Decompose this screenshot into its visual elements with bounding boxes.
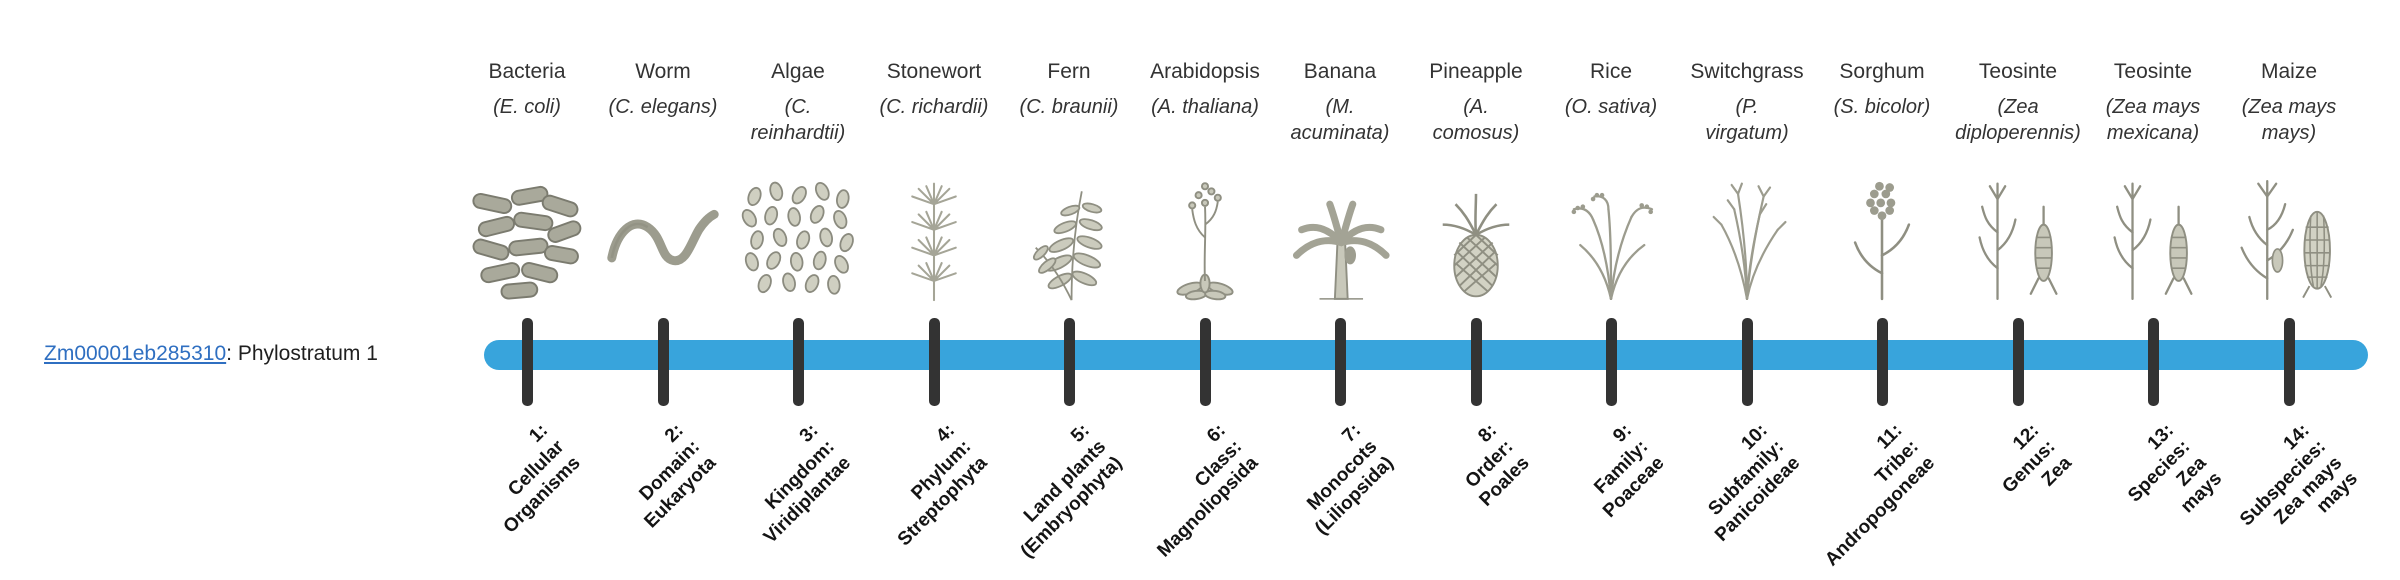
tick-mark (1605, 318, 1617, 406)
organism-column: Sorghum (S. bicolor) 11: Tribe: Andropog… (1772, 0, 1992, 580)
organism-column: Stonewort (C. richardii) 4: Phylum: Stre… (824, 0, 1044, 580)
organism-column: Banana (M. acuminata) 7: Monocots (Lilio… (1230, 0, 1450, 580)
organism-name: Switchgrass (1690, 60, 1804, 83)
tick-mark (1199, 318, 1211, 406)
tick-mark (2012, 318, 2024, 406)
organism-name: Sorghum (1839, 60, 1925, 83)
organism-name: Teosinte (2113, 60, 2193, 83)
organism-icon-wrap (2179, 166, 2399, 308)
organism-column: Maize (Zea mays mays) 14: Subspecies: Ze… (2179, 0, 2399, 580)
tick-mark (1063, 318, 1075, 406)
organism-column: Arabidopsis (A. thaliana) 6: Class: Magn… (1095, 0, 1315, 580)
organism-scientific-name: (Zea mays mays) (2241, 96, 2337, 144)
organism-name: Teosinte (1978, 60, 2058, 83)
organism-column: Rice (O. sativa) 9: Family: Poaceae (1501, 0, 1721, 580)
tick-mark (1470, 318, 1482, 406)
organism-scientific-name: (S. bicolor) (1833, 96, 1931, 118)
gene-label: Zm00001eb285310: Phylostratum 1 (44, 342, 378, 366)
gene-id-link[interactable]: Zm00001eb285310 (44, 342, 227, 365)
organism-name: Fern (1047, 60, 1091, 83)
tick-mark (521, 318, 533, 406)
organism-name: Rice (1589, 60, 1632, 83)
organism-column: Switchgrass (P. virgatum) 10: Subfamily:… (1637, 0, 1857, 580)
organism-scientific-name: (P. virgatum) (1705, 96, 1789, 144)
organism-column: Bacteria (E. coli) 1: Cellular Organisms (417, 0, 637, 580)
organism-name: Stonewort (886, 60, 982, 83)
tick-mark (2283, 318, 2295, 406)
organism-scientific-name: (A. comosus) (1432, 96, 1520, 144)
gene-label-suffix: : Phylostratum 1 (226, 342, 378, 365)
organism-name: Arabidopsis (1150, 60, 1260, 83)
tick-mark (1334, 318, 1346, 406)
organism-scientific-name: (O. sativa) (1564, 96, 1658, 118)
organism-column: Teosinte (Zea diploperennis) 12: Genus: … (1908, 0, 2128, 580)
organism-name: Banana (1303, 60, 1377, 83)
organism-scientific-name: (C. elegans) (608, 96, 718, 118)
maize-icon (2225, 172, 2353, 308)
organism-scientific-name: (Zea diploperennis) (1955, 96, 2081, 144)
organism-name: Algae (771, 60, 825, 83)
tick-mark (928, 318, 940, 406)
organism-column: Teosinte (Zea mays mexicana) 13: Species… (2043, 0, 2263, 580)
organism-column: Algae (C. reinhardtii) 3: Kingdom: Virid… (688, 0, 908, 580)
organism-scientific-name: (M. acuminata) (1290, 96, 1390, 144)
organism-scientific-name: (C. reinhardtii) (750, 96, 846, 144)
organism-name: Maize (2260, 60, 2318, 83)
organism-name: Bacteria (488, 60, 566, 83)
tick-mark (792, 318, 804, 406)
organism-column: Worm (C. elegans) 2: Domain: Eukaryota (553, 0, 773, 580)
organism-scientific-name: (Zea mays mexicana) (2105, 96, 2201, 144)
organism-name: Pineapple (1429, 60, 1523, 83)
tick-mark (2147, 318, 2159, 406)
tick-mark (1876, 318, 1888, 406)
organism-scientific-name: (A. thaliana) (1151, 96, 1259, 118)
organism-name: Worm (635, 60, 691, 83)
organism-scientific-name: (E. coli) (493, 96, 561, 118)
organism-scientific-name: (C. braunii) (1019, 96, 1119, 118)
stratum-label: 14: Subspecies: Zea mays mays (2235, 420, 2363, 531)
organism-scientific-name: (C. richardii) (879, 96, 989, 118)
tick-mark (657, 318, 669, 406)
organism-column: Fern (C. braunii) 5: Land plants (Embryo… (959, 0, 1179, 580)
organism-column: Pineapple (A. comosus) 8: Order: Poales (1366, 0, 1586, 580)
tick-mark (1741, 318, 1753, 406)
